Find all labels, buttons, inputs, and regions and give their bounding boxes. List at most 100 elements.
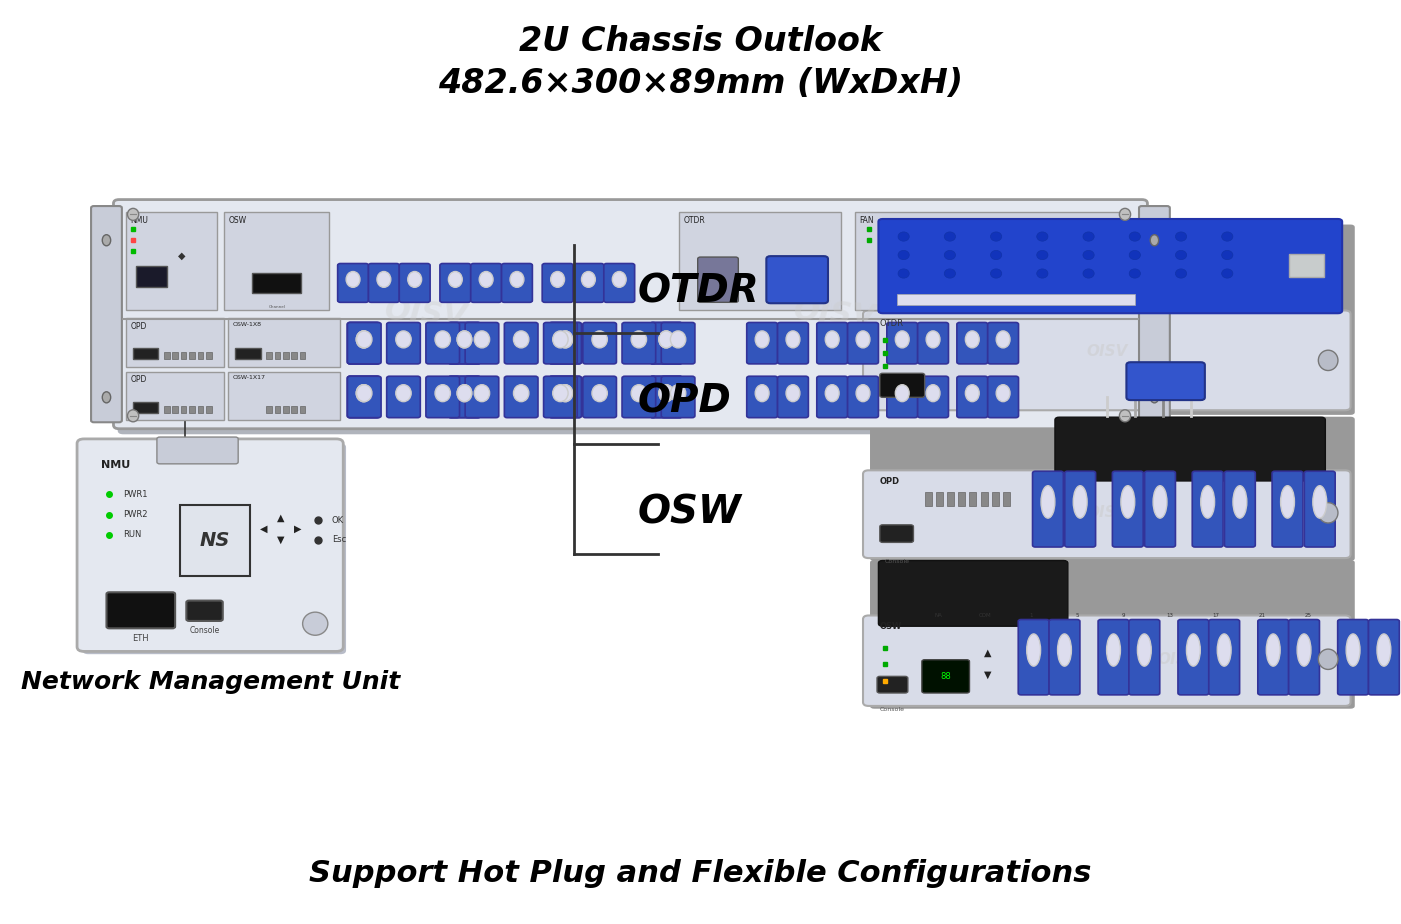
Ellipse shape (479, 272, 493, 287)
Ellipse shape (434, 384, 451, 402)
Ellipse shape (1346, 634, 1360, 666)
Text: 88: 88 (940, 672, 951, 681)
Ellipse shape (856, 384, 870, 402)
Bar (126, 213, 217, 310)
Text: Console: Console (189, 626, 220, 636)
FancyBboxPatch shape (448, 322, 481, 364)
Bar (133, 348, 158, 359)
Ellipse shape (944, 232, 955, 241)
FancyBboxPatch shape (863, 615, 1351, 706)
Ellipse shape (658, 331, 674, 347)
FancyBboxPatch shape (1098, 619, 1129, 695)
FancyBboxPatch shape (1019, 619, 1049, 695)
FancyBboxPatch shape (347, 322, 380, 364)
Bar (1003, 492, 1010, 506)
FancyBboxPatch shape (698, 257, 738, 302)
Ellipse shape (898, 250, 909, 260)
Ellipse shape (356, 331, 371, 347)
Bar (172, 352, 178, 359)
Ellipse shape (457, 331, 472, 347)
FancyBboxPatch shape (766, 256, 828, 303)
FancyBboxPatch shape (918, 376, 948, 418)
Ellipse shape (1377, 634, 1391, 666)
Bar (172, 406, 178, 413)
Bar (228, 318, 340, 367)
Ellipse shape (991, 250, 1002, 260)
FancyBboxPatch shape (465, 322, 499, 364)
FancyBboxPatch shape (887, 322, 918, 364)
Ellipse shape (1138, 634, 1152, 666)
Text: OISV: OISV (384, 296, 468, 333)
FancyBboxPatch shape (747, 376, 778, 418)
FancyBboxPatch shape (988, 376, 1019, 418)
Bar (266, 352, 272, 359)
Bar (266, 406, 272, 413)
Text: OISV: OISV (793, 296, 877, 333)
Text: OISV: OISV (1157, 651, 1199, 667)
Bar (133, 402, 158, 413)
FancyBboxPatch shape (922, 660, 969, 693)
Ellipse shape (965, 384, 979, 402)
Text: 21: 21 (1259, 613, 1265, 618)
Ellipse shape (895, 384, 909, 402)
Bar (126, 318, 224, 367)
FancyBboxPatch shape (877, 676, 908, 693)
FancyBboxPatch shape (542, 263, 573, 302)
FancyBboxPatch shape (863, 310, 1351, 410)
FancyBboxPatch shape (1289, 619, 1320, 695)
Bar (283, 406, 289, 413)
Ellipse shape (102, 235, 111, 246)
FancyBboxPatch shape (918, 322, 948, 364)
Text: NMU: NMU (130, 216, 149, 225)
Text: Network Management Unit: Network Management Unit (21, 670, 399, 694)
Ellipse shape (474, 384, 490, 402)
FancyBboxPatch shape (83, 444, 346, 654)
Text: ◀: ◀ (261, 524, 268, 534)
Bar (189, 352, 195, 359)
Ellipse shape (991, 232, 1002, 241)
Ellipse shape (1119, 410, 1131, 421)
Ellipse shape (1222, 232, 1233, 241)
Ellipse shape (1222, 269, 1233, 278)
Bar (136, 266, 167, 286)
Ellipse shape (1233, 486, 1247, 518)
Ellipse shape (1150, 235, 1159, 246)
FancyBboxPatch shape (347, 376, 380, 418)
Bar (206, 406, 212, 413)
Text: PWR2: PWR2 (123, 510, 147, 519)
Ellipse shape (630, 384, 647, 402)
FancyBboxPatch shape (77, 439, 343, 651)
Bar (992, 492, 999, 506)
FancyBboxPatch shape (549, 322, 581, 364)
Bar (198, 352, 203, 359)
Ellipse shape (591, 331, 608, 347)
Ellipse shape (408, 272, 422, 287)
Bar (925, 492, 932, 506)
Ellipse shape (356, 331, 373, 347)
Text: OSW: OSW (880, 622, 902, 631)
FancyBboxPatch shape (504, 322, 538, 364)
Ellipse shape (1318, 350, 1338, 371)
FancyBboxPatch shape (1192, 471, 1223, 547)
Bar (855, 213, 1128, 310)
Bar (275, 352, 280, 359)
Ellipse shape (1037, 269, 1048, 278)
Text: Console: Console (880, 707, 905, 711)
Ellipse shape (457, 384, 472, 402)
Ellipse shape (1153, 486, 1167, 518)
FancyBboxPatch shape (471, 263, 502, 302)
Ellipse shape (303, 612, 328, 636)
FancyBboxPatch shape (1258, 619, 1289, 695)
Text: OTDR: OTDR (637, 272, 759, 310)
Text: 25: 25 (1306, 613, 1311, 618)
Text: OK: OK (332, 516, 343, 525)
Text: FAN: FAN (859, 216, 873, 225)
FancyBboxPatch shape (1272, 471, 1303, 547)
FancyBboxPatch shape (863, 470, 1351, 558)
FancyBboxPatch shape (338, 263, 368, 302)
Ellipse shape (552, 331, 569, 347)
FancyBboxPatch shape (1224, 471, 1255, 547)
Ellipse shape (457, 331, 472, 347)
Bar (206, 352, 212, 359)
FancyBboxPatch shape (544, 376, 577, 418)
